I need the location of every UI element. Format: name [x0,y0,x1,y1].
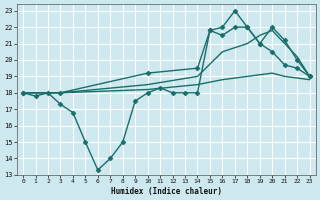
X-axis label: Humidex (Indice chaleur): Humidex (Indice chaleur) [111,187,222,196]
